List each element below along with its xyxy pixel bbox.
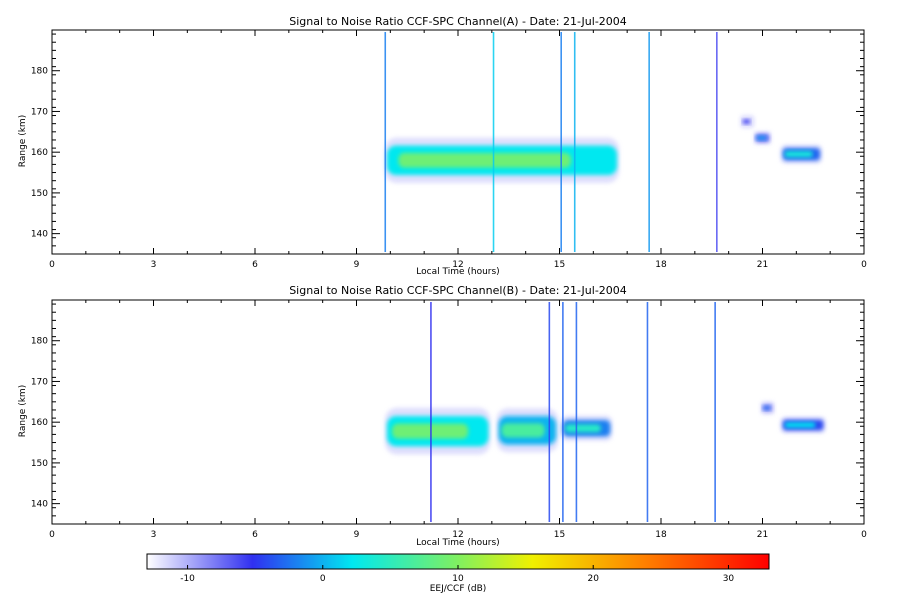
- heatmap-layer: [384, 32, 823, 252]
- y-tick-label: 150: [31, 459, 48, 469]
- x-tick-label: 15: [554, 260, 565, 270]
- colorbar-tick-label: 0: [320, 574, 326, 584]
- y-tick-label: 140: [31, 500, 48, 510]
- x-tick-label: 0: [49, 260, 55, 270]
- x-tick-label: 18: [655, 530, 667, 540]
- heatmap-blob-core: [501, 423, 545, 438]
- colorbar-tick-label: 10: [452, 574, 464, 584]
- panel-channel-a: Signal to Noise Ratio CCF-SPC Channel(A)…: [18, 15, 867, 277]
- x-axis: 0 3 6 9 12 15 18 21 0: [49, 300, 867, 540]
- x-tick-label: 0: [861, 260, 867, 270]
- y-tick-label: 160: [31, 148, 48, 158]
- y-tick-label: 180: [31, 67, 48, 77]
- y-axis: 140 150 160 170 180: [31, 303, 864, 525]
- colorbar-tick-label: -10: [180, 574, 195, 584]
- heatmap-blob-core: [398, 152, 572, 168]
- heatmap-blob-core: [784, 151, 813, 158]
- colorbar-label: EEJ/CCF (dB): [430, 584, 487, 594]
- y-tick-label: 180: [31, 337, 48, 347]
- x-axis-label: Local Time (hours): [416, 538, 499, 548]
- y-tick-label: 140: [31, 230, 48, 240]
- y-axis: 140 150 160 170 180: [31, 33, 864, 255]
- colorbar-ticks: -10 0 10 20 30: [180, 565, 734, 584]
- x-tick-label: 6: [252, 530, 258, 540]
- colorbar: -10 0 10 20 30 EEJ/CCF (dB): [146, 553, 770, 594]
- x-tick-label: 3: [151, 260, 157, 270]
- x-tick-label: 18: [655, 260, 667, 270]
- y-tick-label: 150: [31, 189, 48, 199]
- y-tick-label: 170: [31, 377, 48, 387]
- colorbar-tick-label: 30: [723, 574, 735, 584]
- x-axis: 0 3 6 9 12 15 18 21 0: [49, 30, 867, 270]
- y-axis-label: Range (km): [18, 115, 28, 167]
- x-tick-label: 6: [252, 260, 258, 270]
- x-tick-label: 21: [757, 530, 768, 540]
- x-tick-label: 3: [151, 530, 157, 540]
- y-axis-label: Range (km): [18, 385, 28, 437]
- x-axis-label: Local Time (hours): [416, 267, 499, 277]
- x-tick-label: 0: [49, 530, 55, 540]
- x-tick-label: 9: [354, 530, 360, 540]
- heatmap-layer: [384, 302, 826, 522]
- panel-title: Signal to Noise Ratio CCF-SPC Channel(A)…: [289, 15, 627, 28]
- y-tick-label: 160: [31, 418, 48, 428]
- heatmap-blob-core: [784, 422, 816, 428]
- heatmap-blob-core: [392, 423, 469, 439]
- heatmap-blob-core: [763, 405, 771, 410]
- colorbar-tick-label: 20: [587, 574, 599, 584]
- y-tick-label: 170: [31, 107, 48, 117]
- x-tick-label: 0: [861, 530, 867, 540]
- x-tick-label: 12: [452, 530, 463, 540]
- panel-title: Signal to Noise Ratio CCF-SPC Channel(B)…: [289, 284, 627, 297]
- heatmap-blob-core: [565, 424, 601, 433]
- x-tick-label: 21: [757, 260, 768, 270]
- heatmap-blob-core: [742, 119, 751, 124]
- x-tick-label: 15: [554, 530, 565, 540]
- panel-channel-b: Signal to Noise Ratio CCF-SPC Channel(B)…: [18, 284, 867, 548]
- heatmap-blob-core: [756, 135, 767, 140]
- x-tick-label: 12: [452, 260, 463, 270]
- x-tick-label: 9: [354, 260, 360, 270]
